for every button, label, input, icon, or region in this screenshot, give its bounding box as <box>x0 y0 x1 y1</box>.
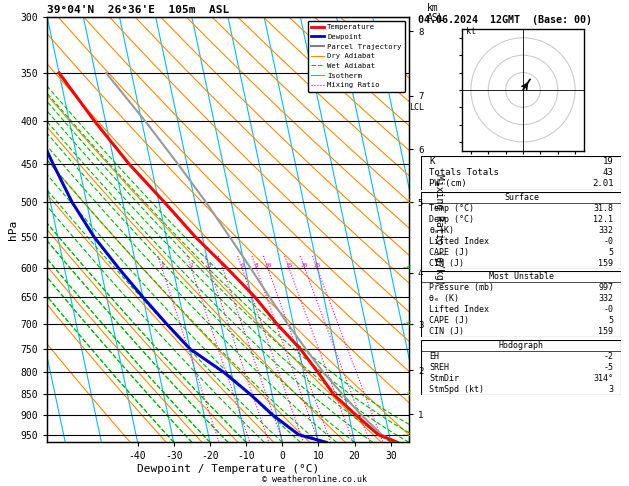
Text: km: km <box>427 3 438 13</box>
Text: Lifted Index: Lifted Index <box>430 305 489 314</box>
Text: 314°: 314° <box>593 374 613 383</box>
Text: StmDir: StmDir <box>430 374 459 383</box>
Text: CAPE (J): CAPE (J) <box>430 248 469 257</box>
Text: -<: -< <box>402 264 412 273</box>
Text: Hodograph: Hodograph <box>499 341 544 350</box>
Text: 10: 10 <box>264 263 272 268</box>
Text: SREH: SREH <box>430 363 450 372</box>
Text: 1: 1 <box>160 263 164 268</box>
Text: EH: EH <box>430 352 440 361</box>
Text: 6: 6 <box>240 263 244 268</box>
Y-axis label: Mixing Ratio (g/kg): Mixing Ratio (g/kg) <box>435 174 444 285</box>
Text: Dewp (°C): Dewp (°C) <box>430 215 474 224</box>
Text: 19: 19 <box>603 156 613 166</box>
Text: K: K <box>430 156 435 166</box>
Text: -<: -< <box>402 430 412 439</box>
Text: 332: 332 <box>598 294 613 303</box>
Text: 2.01: 2.01 <box>592 179 613 189</box>
Text: -<: -< <box>402 198 412 207</box>
Text: 39°04'N  26°36'E  105m  ASL: 39°04'N 26°36'E 105m ASL <box>47 5 230 15</box>
Text: CIN (J): CIN (J) <box>430 259 464 268</box>
Text: 2: 2 <box>189 263 193 268</box>
Text: 20: 20 <box>301 263 308 268</box>
Text: 8: 8 <box>255 263 259 268</box>
Text: Lifted Index: Lifted Index <box>430 237 489 246</box>
X-axis label: Dewpoint / Temperature (°C): Dewpoint / Temperature (°C) <box>137 464 319 474</box>
Text: Temp (°C): Temp (°C) <box>430 204 474 213</box>
Text: -5: -5 <box>603 363 613 372</box>
Text: -<: -< <box>402 320 412 329</box>
Text: -0: -0 <box>603 237 613 246</box>
Text: -0: -0 <box>603 305 613 314</box>
Text: 159: 159 <box>598 327 613 336</box>
Text: Surface: Surface <box>504 193 539 202</box>
Text: Pressure (mb): Pressure (mb) <box>430 283 494 292</box>
Text: 12.1: 12.1 <box>593 215 613 224</box>
Text: θₑ(K): θₑ(K) <box>430 226 454 235</box>
Text: 159: 159 <box>598 259 613 268</box>
Y-axis label: hPa: hPa <box>8 220 18 240</box>
Text: 04.06.2024  12GMT  (Base: 00): 04.06.2024 12GMT (Base: 00) <box>418 15 593 25</box>
Text: 15: 15 <box>286 263 293 268</box>
Text: 25: 25 <box>313 263 321 268</box>
Text: 4: 4 <box>221 263 225 268</box>
Text: CIN (J): CIN (J) <box>430 327 464 336</box>
Text: 997: 997 <box>598 283 613 292</box>
Text: StmSpd (kt): StmSpd (kt) <box>430 385 484 394</box>
Text: © weatheronline.co.uk: © weatheronline.co.uk <box>262 474 367 484</box>
Text: -2: -2 <box>603 352 613 361</box>
Text: ASL: ASL <box>427 14 445 23</box>
Text: Most Unstable: Most Unstable <box>489 272 554 281</box>
Text: kt: kt <box>465 27 476 36</box>
Text: 332: 332 <box>598 226 613 235</box>
Text: 5: 5 <box>608 316 613 325</box>
Text: PW (cm): PW (cm) <box>430 179 467 189</box>
Text: -<: -< <box>402 390 412 399</box>
Legend: Temperature, Dewpoint, Parcel Trajectory, Dry Adiabat, Wet Adiabat, Isotherm, Mi: Temperature, Dewpoint, Parcel Trajectory… <box>308 20 405 92</box>
Text: LCL: LCL <box>409 104 425 112</box>
Text: CAPE (J): CAPE (J) <box>430 316 469 325</box>
Text: Totals Totals: Totals Totals <box>430 168 499 177</box>
Text: 3: 3 <box>208 263 211 268</box>
Text: 3: 3 <box>608 385 613 394</box>
Text: 5: 5 <box>608 248 613 257</box>
Text: 43: 43 <box>603 168 613 177</box>
Text: 31.8: 31.8 <box>593 204 613 213</box>
Text: θₑ (K): θₑ (K) <box>430 294 459 303</box>
